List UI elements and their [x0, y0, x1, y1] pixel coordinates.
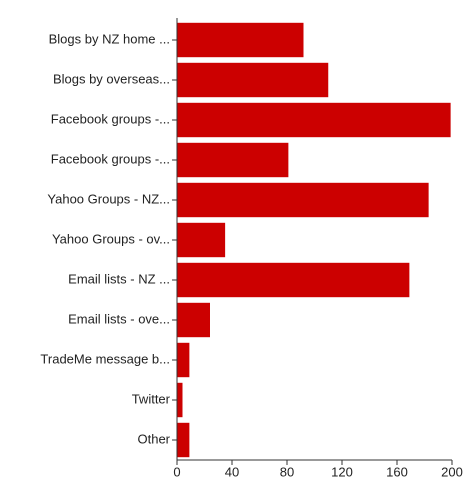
y-tick-label: Email lists - ove... — [68, 311, 170, 326]
x-tick-label: 200 — [441, 464, 463, 479]
x-tick-label: 120 — [331, 464, 353, 479]
bar — [177, 262, 410, 298]
y-tick-label: Facebook groups -... — [51, 151, 170, 166]
y-tick-label: Yahoo Groups - NZ... — [47, 191, 170, 206]
y-tick-label: Twitter — [132, 391, 171, 406]
bar — [177, 102, 451, 138]
bar — [177, 182, 429, 218]
x-tick-label: 40 — [225, 464, 239, 479]
y-tick-label: Facebook groups -... — [51, 111, 170, 126]
y-tick-label: Blogs by NZ home ... — [49, 31, 170, 46]
y-tick-label: Yahoo Groups - ov... — [52, 231, 170, 246]
bar — [177, 302, 210, 338]
bar — [177, 422, 190, 458]
bar — [177, 22, 304, 58]
y-tick-label: Other — [137, 431, 170, 446]
bar — [177, 222, 226, 258]
bar — [177, 342, 190, 378]
y-tick-label: Email lists - NZ ... — [68, 271, 170, 286]
x-tick-label: 160 — [386, 464, 408, 479]
bar — [177, 382, 183, 418]
y-tick-label: Blogs by overseas... — [53, 71, 170, 86]
bar — [177, 142, 289, 178]
x-tick-label: 0 — [173, 464, 180, 479]
y-tick-label: TradeMe message b... — [40, 351, 170, 366]
bar — [177, 62, 329, 98]
x-tick-label: 80 — [280, 464, 294, 479]
